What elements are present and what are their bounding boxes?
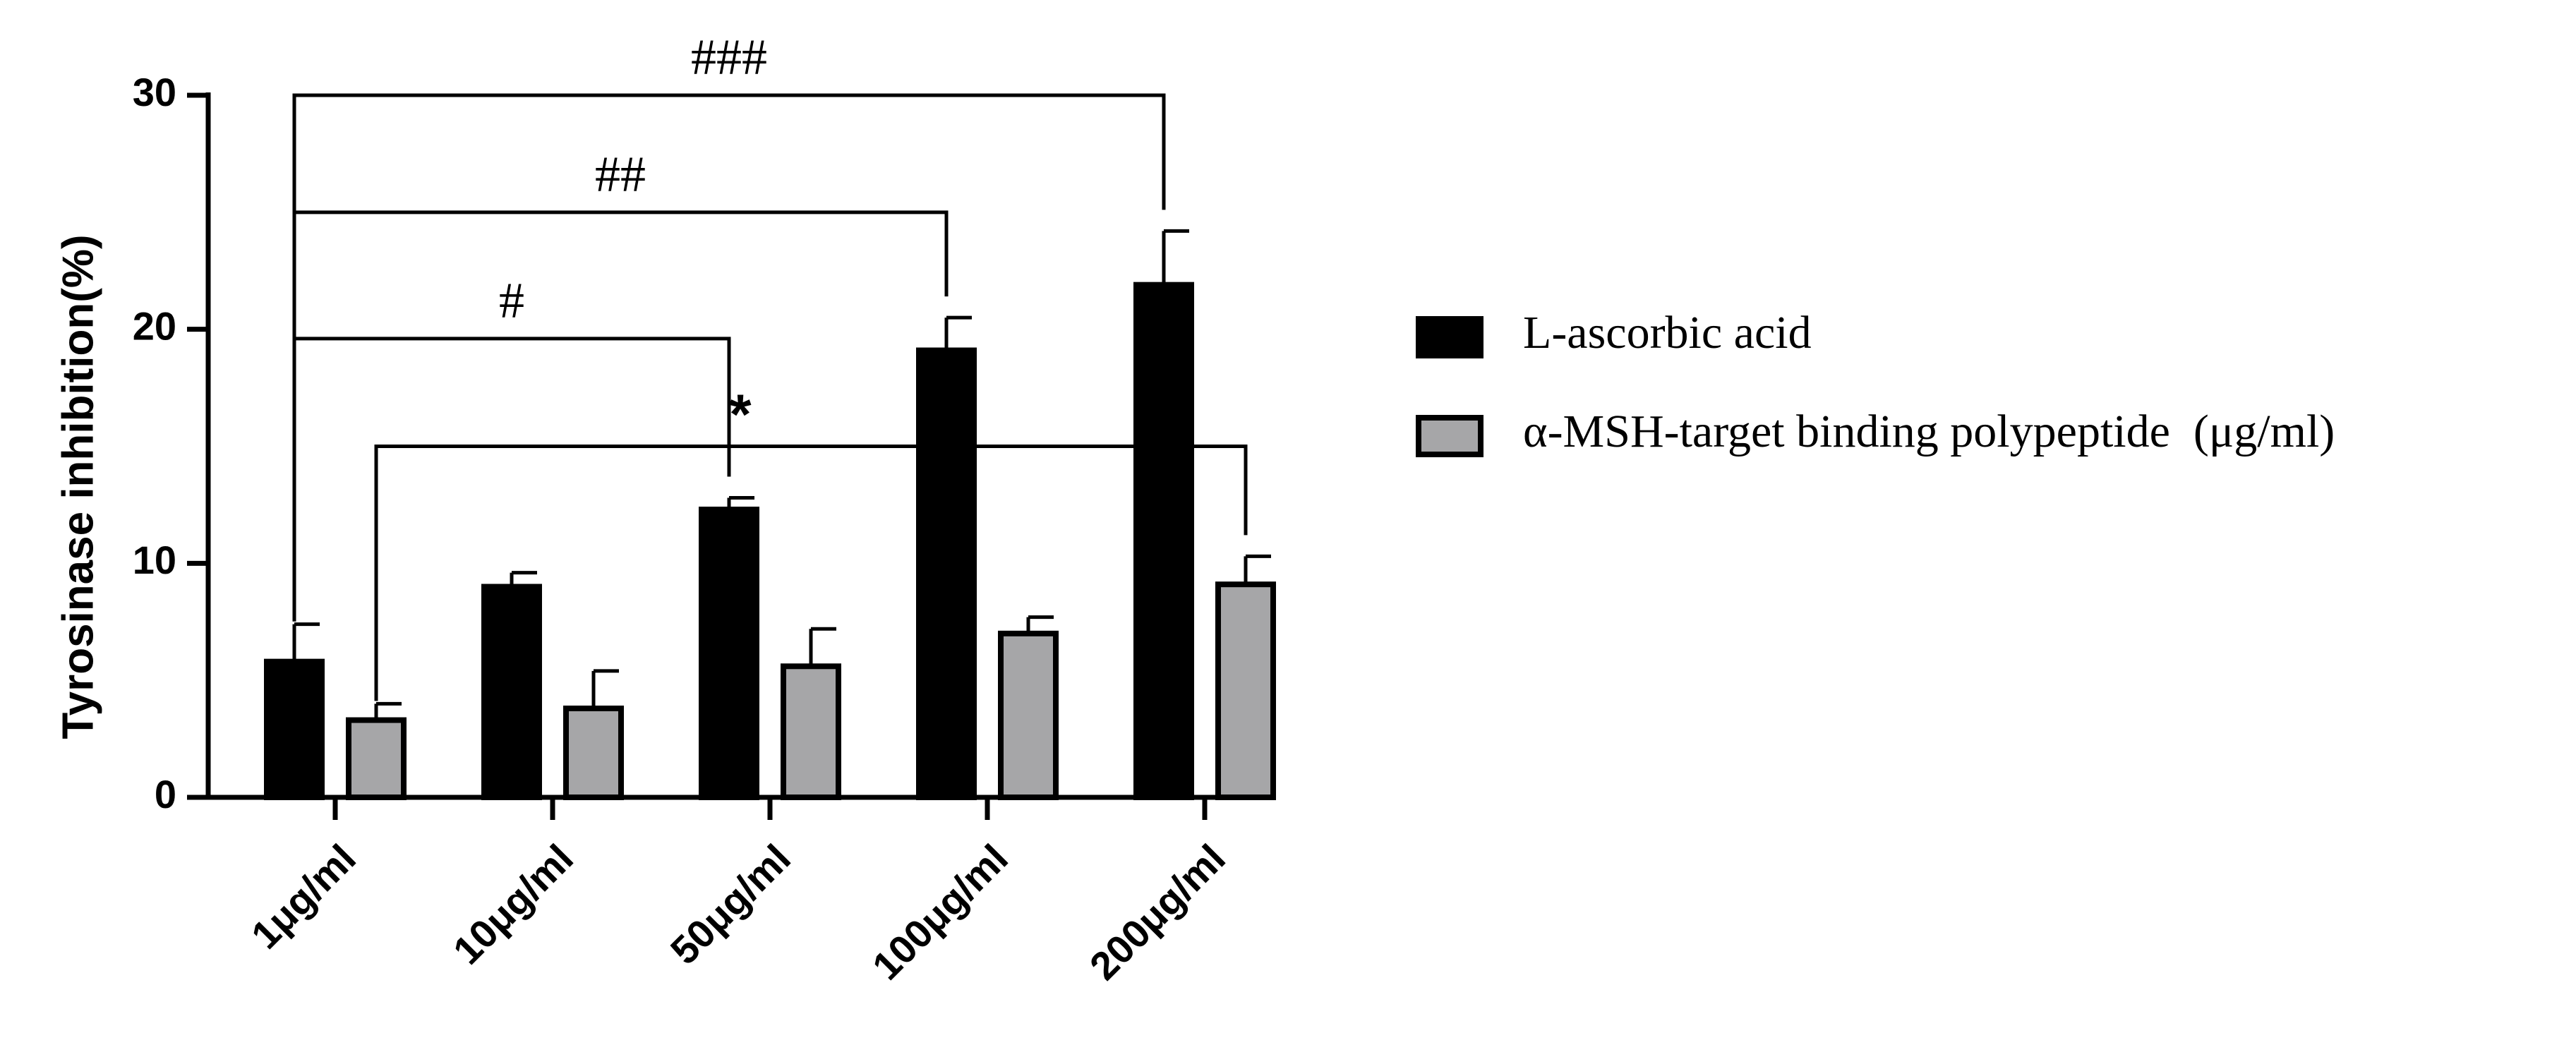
error-bar-s0-c3 bbox=[944, 315, 972, 351]
y-tick-label-0: 0 bbox=[155, 772, 176, 816]
significance-label-1: ## bbox=[595, 146, 646, 203]
x-tick-label-4: 200μg/ml bbox=[1081, 835, 1234, 988]
error-bar-s0-c0 bbox=[292, 622, 320, 662]
bar-s1-c1 bbox=[563, 705, 624, 801]
error-bar-s1-c0 bbox=[374, 701, 402, 720]
x-tick-label-3: 100μg/ml bbox=[864, 835, 1016, 988]
x-tick-label-2: 50μg/ml bbox=[662, 835, 799, 972]
error-bar-s1-c3 bbox=[1026, 615, 1054, 634]
bar-s0-c0 bbox=[264, 658, 325, 801]
significance-bracket-1 bbox=[292, 210, 949, 622]
legend-swatch-0 bbox=[1416, 316, 1483, 358]
significance-label-0: ### bbox=[691, 29, 767, 85]
significance-annotations: ######* bbox=[292, 29, 1248, 701]
bar-s0-c2 bbox=[699, 507, 759, 800]
y-tick-label-2: 20 bbox=[133, 303, 176, 348]
error-bar-s0-c2 bbox=[727, 495, 754, 510]
x-tick-label-0: 1μg/ml bbox=[243, 835, 364, 957]
y-tick-label-3: 30 bbox=[133, 70, 176, 114]
y-tick-label-1: 10 bbox=[133, 538, 176, 582]
bar-s1-c4 bbox=[1215, 581, 1276, 801]
legend-label-1: α-MSH-target binding polypeptide (μg/ml) bbox=[1523, 406, 2335, 457]
error-bar-s0-c4 bbox=[1162, 229, 1189, 285]
x-tick-label-1: 10μg/ml bbox=[445, 835, 582, 972]
bar-s1-c2 bbox=[781, 663, 841, 800]
bar-s0-c3 bbox=[916, 347, 977, 800]
error-bar-s0-c1 bbox=[510, 571, 537, 587]
significance-bracket-3 bbox=[374, 445, 1248, 701]
bar-s1-c3 bbox=[998, 630, 1059, 800]
legend: L-ascorbic acid α-MSH-target binding poly… bbox=[1416, 307, 2335, 457]
bar-s1-c0 bbox=[346, 717, 407, 800]
bars bbox=[264, 229, 1276, 801]
error-bar-s1-c4 bbox=[1244, 554, 1271, 585]
significance-bracket-2 bbox=[292, 337, 731, 622]
legend-label-0: L-ascorbic acid bbox=[1523, 307, 1812, 358]
bar-s0-c1 bbox=[481, 584, 542, 800]
bar-s0-c4 bbox=[1133, 282, 1194, 800]
significance-label-3: * bbox=[729, 383, 752, 446]
y-axis-label: Tyrosinase inhibition(%) bbox=[54, 234, 102, 739]
error-bar-s1-c1 bbox=[591, 669, 619, 708]
error-bar-s1-c2 bbox=[809, 627, 836, 667]
legend-swatch-1 bbox=[1416, 415, 1483, 457]
significance-label-2: # bbox=[499, 272, 524, 329]
